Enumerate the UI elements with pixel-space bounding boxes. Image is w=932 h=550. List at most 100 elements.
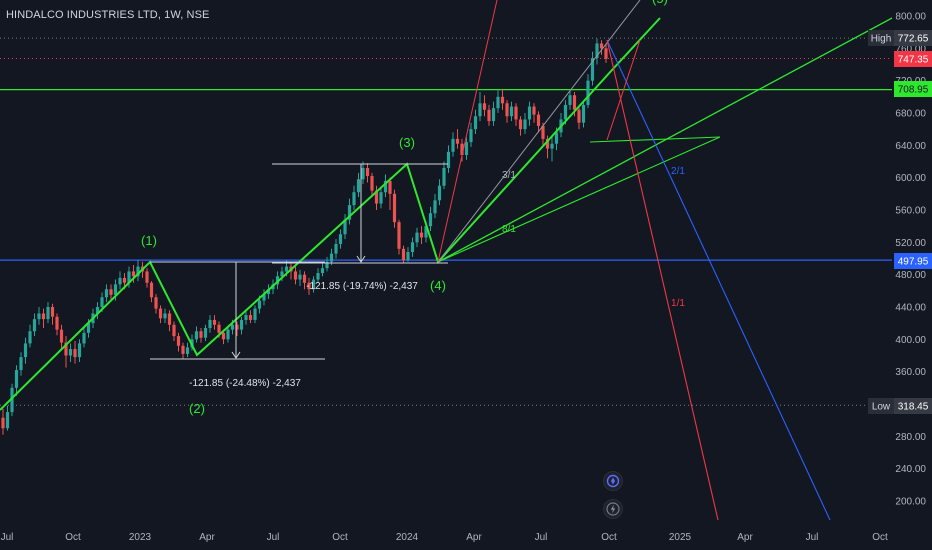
y-tick-label: 600.00 (895, 173, 926, 184)
chart-title: HINDALCO INDUSTRIES LTD, 1W, NSE (6, 9, 210, 21)
candle-body (379, 192, 383, 204)
lightning-icon[interactable] (603, 499, 623, 519)
fan-line-8-1 (437, 136, 721, 263)
candle-body (545, 138, 550, 149)
candle-body (149, 282, 154, 298)
candle-body (442, 167, 446, 186)
candle-body (59, 329, 64, 343)
drawings (0, 0, 893, 521)
price-tag-label-bg (868, 398, 894, 414)
candle-body (226, 329, 230, 340)
candle-body (217, 324, 221, 333)
candle-body (5, 412, 10, 429)
candle-body (194, 331, 199, 340)
candle-body (293, 271, 298, 280)
candle-body (145, 271, 149, 283)
candle-body (239, 319, 244, 330)
fan-line-grey (437, 0, 641, 263)
candle-body (374, 190, 379, 204)
candle-body (536, 114, 541, 126)
candle-body (100, 297, 104, 307)
candle-body (334, 243, 338, 254)
candle-body (41, 313, 46, 320)
y-tick-label: 800.00 (895, 12, 926, 23)
fan-label: 2/1 (671, 166, 685, 177)
price-tag-value: 747.35 (898, 55, 929, 66)
y-tick-label: 760.00 (895, 44, 926, 55)
price-tag-value: 708.95 (898, 85, 929, 96)
price-tag-bg (894, 30, 932, 46)
candle-body (185, 347, 190, 354)
x-tick-label: Oct (65, 532, 81, 543)
candle-body (419, 232, 424, 238)
candle-body (604, 48, 608, 59)
candle-body (365, 167, 370, 177)
candle-body (415, 232, 419, 243)
candle-body (541, 125, 545, 139)
candle-body (451, 138, 455, 152)
candle-body (136, 266, 140, 277)
price-tag-bg (894, 81, 932, 97)
price-tag: 747.35 (894, 51, 932, 67)
candle-body (28, 331, 32, 344)
fan-line-red-short (606, 39, 641, 141)
candle-body (23, 343, 28, 358)
y-tick-label: 640.00 (895, 141, 926, 152)
price-tag-value: 772.65 (898, 34, 929, 45)
y-tick-label: 560.00 (895, 206, 926, 217)
y-tick-label: 240.00 (895, 464, 926, 475)
candle-body (599, 43, 604, 49)
candle-body (280, 271, 284, 277)
x-axis: Jul Oct 2023 Apr Jul Oct 2024 Apr Jul Oct 2025 Apr J… (1, 532, 888, 543)
x-tick-label: Apr (199, 532, 215, 543)
candle-body (104, 289, 109, 298)
measure-label: -121.85 (-24.48%) -2,437 (189, 378, 301, 389)
y-tick-label: 360.00 (895, 367, 926, 378)
x-tick-label: 2024 (396, 532, 419, 543)
candle-body (203, 328, 208, 338)
candle-body (550, 143, 554, 149)
wave-label: (4) (430, 278, 446, 293)
candle-body (208, 319, 212, 329)
candle-body (586, 80, 590, 105)
price-tag: 497.95 (894, 253, 932, 269)
candle-body (329, 253, 334, 262)
candle-body (514, 106, 518, 120)
wave-label: (3) (399, 135, 415, 150)
price-tag-value: 318.45 (898, 402, 929, 413)
candle-body (595, 43, 599, 59)
candle-body (199, 331, 203, 338)
candle-body (154, 297, 158, 309)
horizontal-levels (0, 37, 892, 406)
candle-body (356, 179, 361, 193)
replay-icon[interactable] (603, 471, 623, 491)
x-tick-label: Oct (332, 532, 348, 543)
price-tags: High 772.65 747.35 708.95 497.95 Low 318.45 (868, 30, 932, 414)
candle-body (221, 332, 226, 340)
candle-body (95, 307, 100, 314)
price-tag-bg (894, 51, 932, 67)
candle-body (131, 271, 136, 277)
candles (1, 38, 608, 435)
elliott-wave-path (0, 17, 661, 411)
candle-body (113, 284, 118, 295)
candle-body (46, 307, 50, 320)
candle-body (370, 176, 374, 191)
candle-body (410, 242, 415, 253)
candle-body (14, 370, 19, 388)
candle-body (176, 336, 181, 346)
x-tick-label: Oct (601, 532, 617, 543)
candle-body (523, 119, 527, 130)
x-tick-label: 2023 (129, 532, 152, 543)
y-tick-label: 520.00 (895, 238, 926, 249)
candle-body (19, 357, 23, 371)
wave-label: (1) (141, 233, 157, 248)
fan-line-2-1 (606, 39, 831, 521)
candle-body (577, 109, 581, 123)
candle-body (50, 307, 55, 317)
candle-body (590, 58, 595, 81)
y-tick-label: 200.00 (895, 497, 926, 508)
price-tag-label: Low (872, 402, 891, 413)
candle-body (500, 96, 505, 104)
